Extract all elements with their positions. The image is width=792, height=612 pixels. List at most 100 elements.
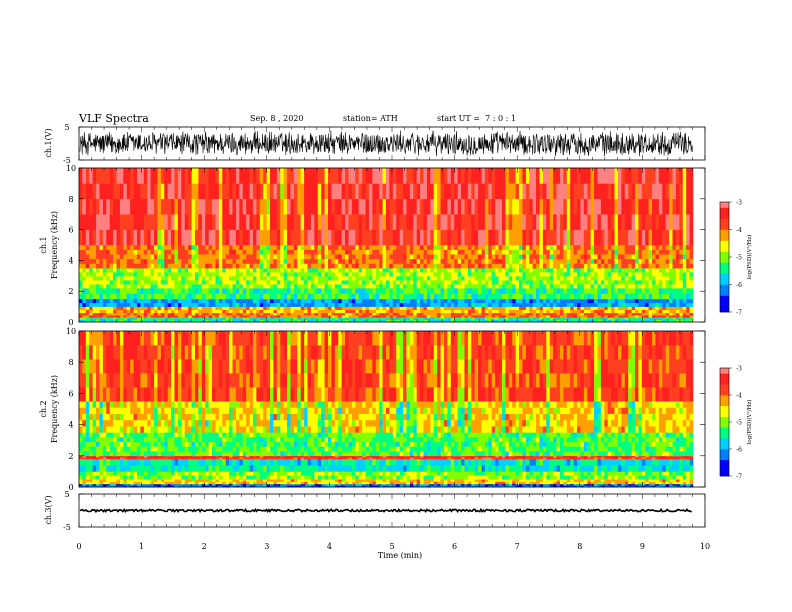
ch1-spec-cell — [587, 258, 591, 264]
ch1-spec-cell — [563, 298, 568, 304]
ch1-spec-cell — [334, 309, 339, 314]
ch1-spec-cell — [123, 306, 128, 310]
ch1-spec-cell — [406, 276, 411, 281]
ch1-spec-cell — [577, 302, 581, 307]
ch1-spec-cell — [491, 312, 496, 316]
ch1-spec-cell — [164, 168, 168, 184]
ch1-spec-cell — [266, 268, 271, 273]
start-time-label: start UT = 7 : 0 : 1 — [437, 114, 516, 123]
ch1-spec-cell — [174, 229, 179, 246]
ch1-spec-cell — [546, 168, 551, 184]
ch1-spec-cell — [266, 315, 271, 318]
ch1-spec-cell — [669, 317, 673, 320]
ch1-spec-cell — [577, 306, 581, 310]
ch1-spec-cell — [478, 315, 482, 318]
ch1-spec-cell — [597, 288, 602, 294]
ch1-spec-cell — [406, 317, 411, 320]
ch1-spec-cell — [351, 293, 356, 300]
ch1-spec-cell — [293, 312, 298, 316]
ch2-spec-cell — [92, 479, 97, 482]
ch1-spec-cell — [225, 245, 230, 250]
ch1-spec-cell — [406, 293, 411, 300]
ch1-spec-cell — [389, 284, 394, 289]
ch1-spec-cell — [208, 254, 213, 260]
ch1-spec-cell — [679, 288, 684, 294]
ch1-spec-ytick-label: 6 — [68, 226, 73, 235]
ch1-spec-cell — [430, 284, 435, 289]
ch1-spec-cell — [140, 198, 145, 215]
ch1-spec-cell — [498, 268, 503, 273]
ch1-spec-cell — [501, 198, 506, 215]
ch1-spec-cell — [665, 198, 670, 215]
ch1-spec-cell — [154, 183, 158, 200]
ch1-spec-cell — [536, 229, 540, 246]
ch1-spec-cell — [181, 168, 186, 184]
ch1-spec-cell — [580, 229, 585, 246]
ch1-spec-cell — [307, 254, 312, 260]
ch1-spec-cell — [334, 263, 339, 269]
ch1-spec-cell — [539, 315, 544, 318]
ch1-spec-cell — [266, 293, 271, 300]
ch1-spec-cell — [317, 293, 322, 300]
ch1-spec-cell — [440, 268, 445, 273]
ch1-spec-cell — [406, 268, 411, 273]
ch1-spec-cell — [379, 309, 383, 314]
ch1-spec-cell — [617, 263, 622, 269]
ch1-wave-panel: 5-5ch.1(V) — [44, 123, 706, 165]
ch1-spec-cell — [478, 319, 482, 323]
ch1-spec-cell — [273, 288, 278, 294]
ch1-spec-cell — [167, 306, 172, 310]
ch1-spec-cell — [672, 268, 677, 273]
ch1-spec-cell — [331, 319, 336, 323]
ch1-spec-cell — [413, 315, 417, 318]
ch1-spec-cell — [481, 315, 486, 318]
ch1-spec-cell — [430, 298, 435, 304]
ch1-spec-cell — [348, 302, 353, 307]
ch1-spec-cell — [481, 319, 486, 323]
ch1-spec-cell — [549, 168, 554, 184]
ch1-spec-cell — [194, 245, 199, 250]
ch1-spec-cell — [624, 309, 629, 314]
ch1-spec-cell — [92, 293, 97, 300]
ch1-spec-cell — [382, 317, 387, 320]
ch1-spec-cell — [621, 254, 626, 260]
ch1-spec-cell — [542, 183, 547, 200]
ch2-spec-cell — [82, 401, 87, 408]
ch1-spec-cell — [368, 245, 373, 250]
ch1-spec-cell — [413, 288, 417, 294]
ch1-spec-cell — [79, 317, 83, 320]
ch1-spec-cell — [420, 284, 424, 289]
ch1-spec-cell — [491, 263, 496, 269]
ch1-spec-cell — [638, 198, 643, 215]
ch1-spec-cell — [529, 263, 533, 269]
ch1-spec-cell — [542, 258, 547, 264]
ch1-spec-cell — [566, 315, 571, 318]
ch1-spec-cell — [154, 309, 158, 314]
ch1-spec-cell — [79, 183, 83, 200]
ch1-spec-cell — [85, 306, 90, 310]
ch1-spec-cell — [270, 254, 274, 260]
ch1-spec-cell — [587, 268, 591, 273]
ch1-spec-cell — [225, 263, 230, 269]
ch1-spec-cell — [225, 284, 230, 289]
ch1-spec-cell — [542, 214, 547, 230]
ch1-spec-cell — [358, 272, 363, 277]
ch1-spec-cell — [280, 183, 284, 200]
ch1-spec-cell — [525, 293, 530, 300]
ch1-spec-cell — [628, 245, 632, 250]
ch1-spec-cell — [426, 198, 431, 215]
ch1-spec-cell — [123, 245, 128, 250]
ch1-spec-cell — [82, 288, 87, 294]
ch1-spec-cell — [154, 198, 158, 215]
ch1-spec-cell — [150, 280, 155, 285]
ch1-spec-cell — [621, 317, 626, 320]
ch1-spec-cell — [379, 272, 383, 277]
ch1-spec-cell — [212, 280, 216, 285]
ch1-spec-cell — [174, 319, 179, 323]
ch1-spec-cell — [201, 276, 206, 281]
ch1-spec-cell — [658, 293, 663, 300]
ch1-spec-cell — [232, 168, 237, 184]
ch1-spec-cell — [365, 258, 370, 264]
ch1-spec-cell — [259, 168, 264, 184]
ch1-spec-cell — [525, 302, 530, 307]
